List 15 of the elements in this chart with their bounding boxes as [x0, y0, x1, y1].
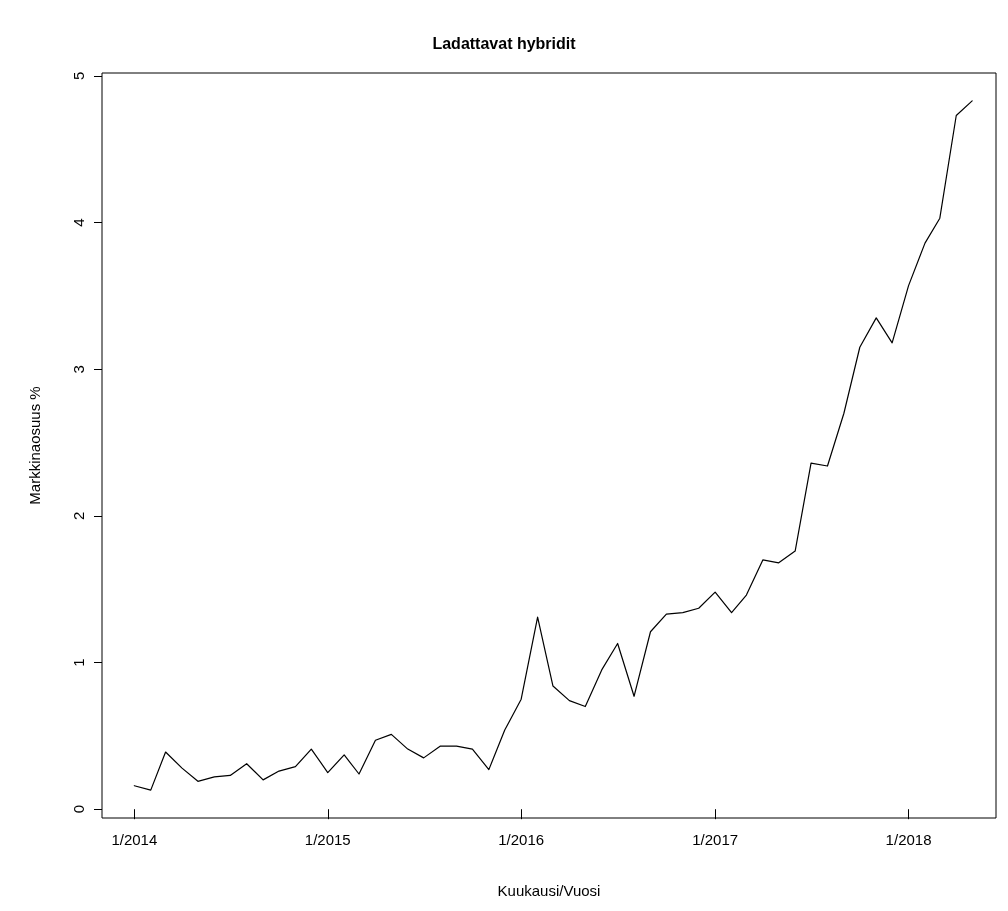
x-axis-title: Kuukausi/Vuosi	[497, 882, 601, 899]
line-series	[133, 100, 973, 791]
y-tick-label: 3	[70, 365, 87, 374]
chart-title: Ladattavat hybridit	[432, 34, 577, 52]
y-tick-label: 1	[70, 658, 87, 667]
y-axis-title: Markkinaosuus %	[26, 386, 43, 505]
x-tick-label: 1/2014	[111, 831, 158, 848]
y-tick-label: 4	[70, 218, 87, 227]
y-tick-label: 2	[70, 511, 87, 521]
y-tick-label: 5	[70, 71, 87, 81]
x-tick-label: 1/2017	[692, 831, 739, 848]
x-tick-label: 1/2016	[498, 831, 545, 848]
y-tick-label: 0	[70, 805, 87, 814]
x-tick-label: 1/2018	[885, 831, 932, 848]
x-tick-label: 1/2015	[304, 831, 351, 848]
